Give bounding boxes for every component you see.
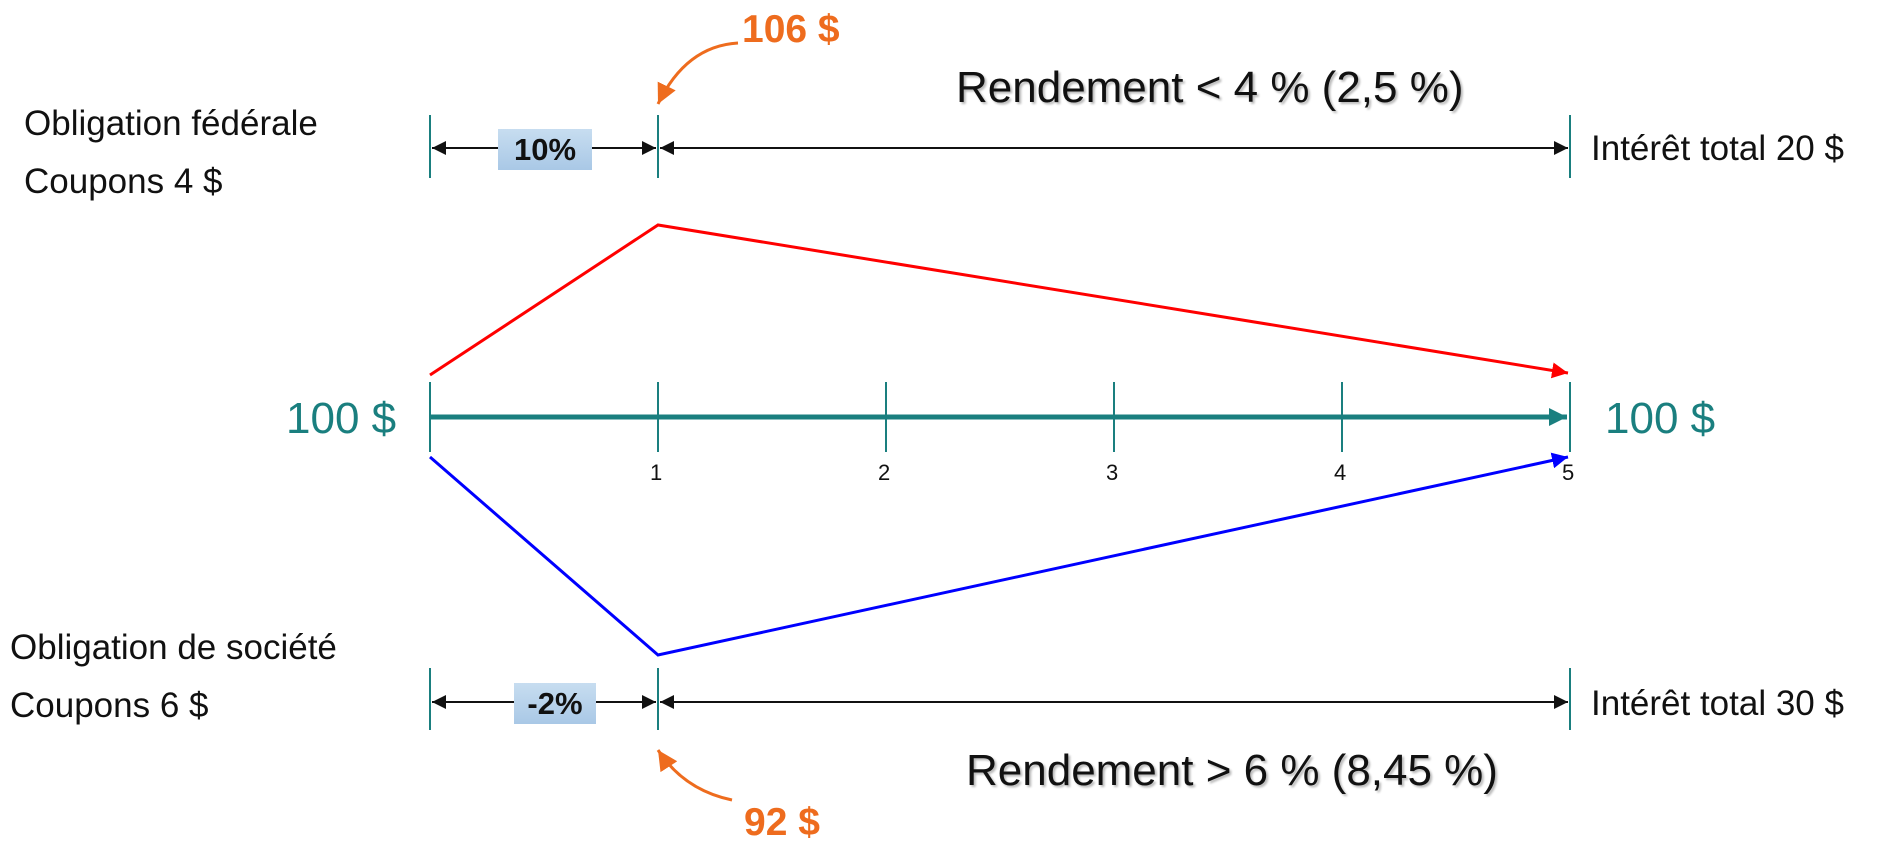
federal-dimension-line	[429, 115, 1571, 178]
federal-total-interest: Intérêt total 20 $	[1591, 129, 1844, 168]
timeline-label-2: 2	[878, 460, 891, 485]
federal-bond-coupon: Coupons 4 $	[24, 162, 223, 201]
timeline-end-value: 100 $	[1605, 394, 1716, 443]
federal-price-year1: 106 $	[742, 8, 840, 51]
federal-yield: Rendement < 4 % (2,5 %)	[956, 63, 1464, 112]
timeline-label-4: 4	[1334, 460, 1347, 485]
corporate-price-callout-arrow	[656, 749, 733, 802]
corporate-price-path	[429, 452, 1569, 657]
federal-change-year1: 10%	[498, 129, 592, 170]
timeline-label-3: 3	[1106, 460, 1119, 485]
timeline-start-value: 100 $	[286, 394, 397, 443]
federal-price-path	[429, 223, 1569, 379]
corporate-bond-coupon: Coupons 6 $	[10, 686, 209, 725]
corporate-price-year1: 92 $	[744, 801, 820, 844]
corporate-total-interest: Intérêt total 30 $	[1591, 684, 1844, 723]
timeline	[429, 382, 1571, 452]
corporate-yield: Rendement > 6 % (8,45 %)	[966, 746, 1498, 795]
corporate-bond-name: Obligation de société	[10, 628, 337, 667]
federal-bond-name: Obligation fédérale	[24, 104, 318, 143]
corporate-change-year1: -2%	[514, 683, 596, 724]
timeline-label-1: 1	[650, 460, 663, 485]
timeline-label-5: 5	[1562, 460, 1575, 485]
corporate-dimension-line	[429, 668, 1571, 730]
federal-price-callout-arrow	[656, 41, 739, 105]
